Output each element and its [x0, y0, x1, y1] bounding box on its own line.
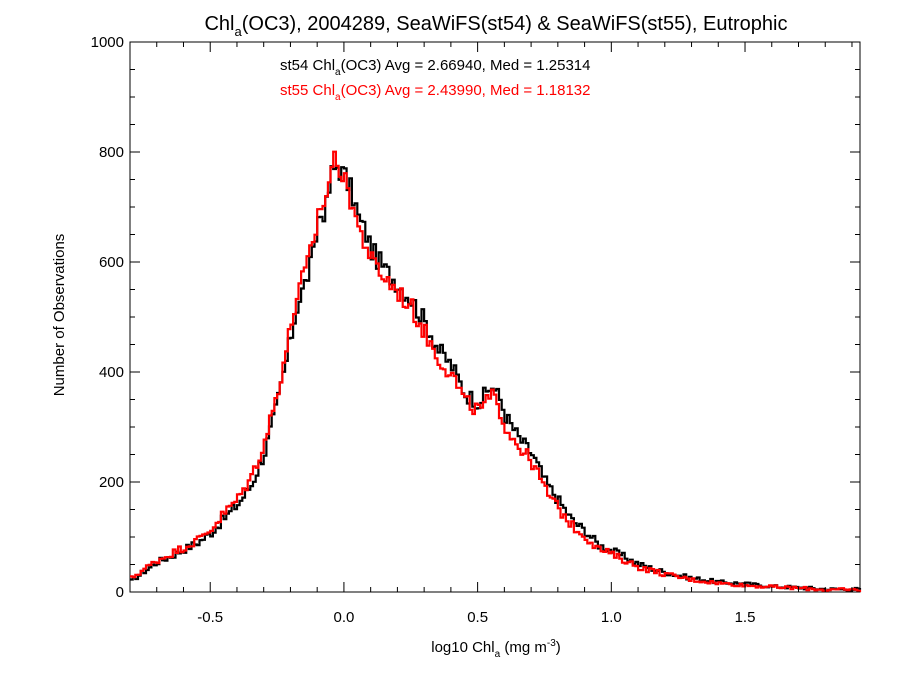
x-axis-label: log10 Chla (mg m-3) [431, 638, 561, 660]
series-1-stats: st54 Chla(OC3) Avg = 2.66940, Med = 1.25… [280, 57, 591, 78]
series-layer [130, 150, 862, 593]
y-tick-label: 600 [99, 254, 124, 271]
y-tick-label: 200 [99, 474, 124, 491]
x-tick-label: 0.5 [467, 609, 488, 626]
y-tick-label: 400 [99, 364, 124, 381]
y-axis-label: Number of Observations [51, 234, 68, 397]
x-tick-label: 1.5 [735, 609, 756, 626]
tick-layer: -0.5 0.0 0.5 1.0 1.5 0 200 400 600 800 1000 [91, 34, 860, 626]
y-tick-label: 800 [99, 144, 124, 161]
y-tick-label: 0 [116, 584, 124, 601]
series-line-st55 [130, 150, 862, 593]
x-tick-label: -0.5 [197, 609, 223, 626]
series-line-st54 [130, 165, 862, 592]
x-tick-label: 1.0 [601, 609, 622, 626]
x-tick-label: 0.0 [333, 609, 354, 626]
series-2-stats: st55 Chla(OC3) Avg = 2.43990, Med = 1.18… [280, 82, 591, 103]
y-tick-label: 1000 [91, 34, 124, 51]
chart-title: Chla(OC3), 2004289, SeaWiFS(st54) & SeaW… [204, 13, 787, 39]
plot-frame [129, 41, 861, 593]
